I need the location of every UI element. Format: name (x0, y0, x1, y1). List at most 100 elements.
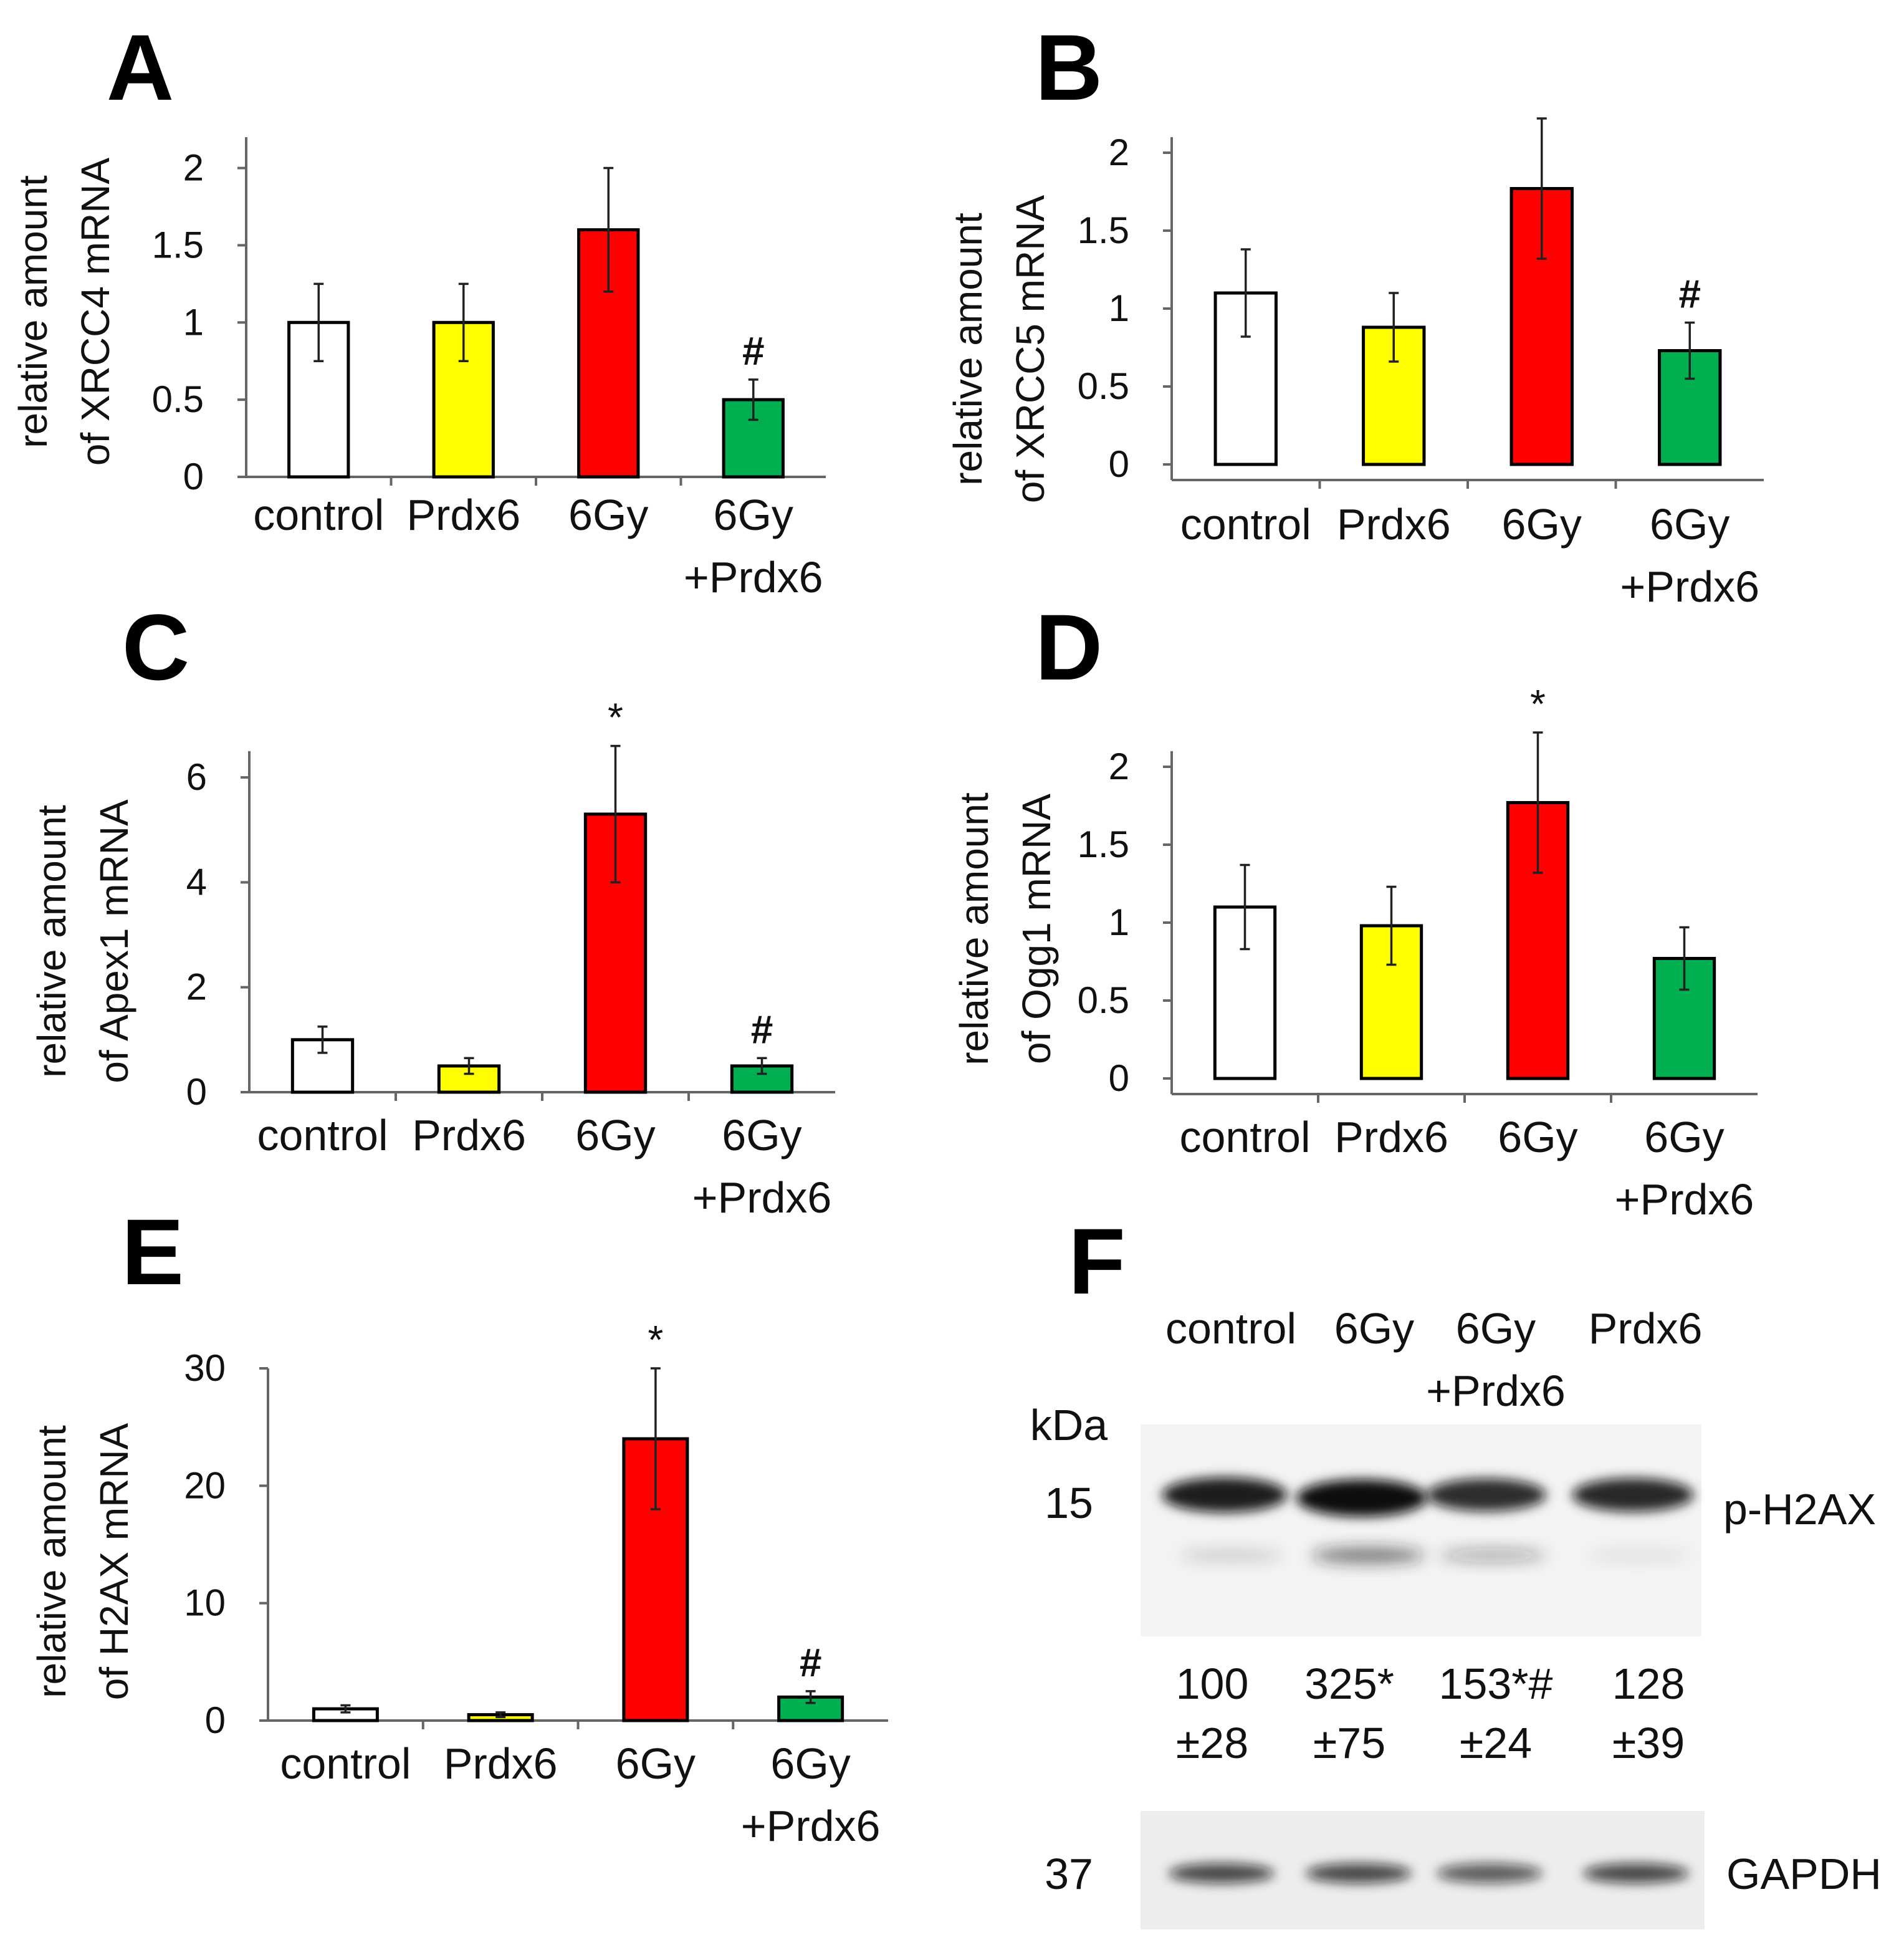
y-tick-label: 20 (184, 1464, 226, 1506)
x-category-label: 6Gy (1650, 500, 1729, 549)
y-axis-label: of Ogg1 mRNA (1014, 794, 1059, 1064)
y-tick-label: 1.5 (1078, 824, 1129, 865)
x-category-label: 6Gy (575, 1111, 655, 1160)
x-category-label: 6Gy (616, 1739, 696, 1788)
y-tick-label: 2 (1109, 132, 1129, 173)
marker-37: 37 (1045, 1850, 1093, 1898)
y-axis-label: relative amount (11, 175, 55, 448)
y-tick-label: 2 (1109, 746, 1129, 787)
quant-error: ±24 (1460, 1719, 1532, 1767)
quant-value: 325* (1304, 1659, 1394, 1708)
lane-label: 6Gy (1334, 1304, 1414, 1353)
blot-band (1439, 1548, 1546, 1563)
blot-band (1296, 1479, 1427, 1517)
bar (1652, 957, 1716, 1080)
x-category-label: control (1179, 1113, 1310, 1161)
y-tick-label: 0.5 (152, 378, 204, 420)
marker-15: 15 (1045, 1479, 1093, 1527)
blot-band (1437, 1863, 1543, 1883)
y-axis-label: relative amount (952, 792, 997, 1065)
significance-hash: # (742, 329, 765, 373)
bar (577, 228, 640, 479)
x-category-label: 6Gy (770, 1739, 850, 1788)
quant-value: 153*# (1439, 1659, 1553, 1708)
lane-label: +Prdx6 (1426, 1366, 1566, 1415)
x-category-label: control (280, 1739, 411, 1788)
y-tick-label: 1 (1109, 901, 1129, 943)
y-axis-label: of XRCC4 mRNA (73, 158, 118, 466)
y-tick-label: 0.5 (1078, 979, 1129, 1021)
x-category-label: 6Gy (722, 1111, 801, 1160)
blot-band (1588, 1549, 1690, 1562)
x-category-label: +Prdx6 (741, 1802, 881, 1850)
significance-hash: # (751, 1007, 773, 1052)
quant-error: ±75 (1313, 1719, 1385, 1767)
panel-letter: A (107, 15, 174, 120)
y-axis-label: of H2AX mRNA (92, 1423, 136, 1700)
x-category-label: control (1180, 500, 1311, 549)
y-tick-label: 30 (184, 1347, 226, 1389)
kda-label: kDa (1030, 1401, 1108, 1449)
blot-band (1427, 1478, 1546, 1512)
x-category-label: 6Gy (1502, 500, 1582, 549)
blot-band (1306, 1863, 1412, 1883)
y-tick-label: 10 (184, 1582, 226, 1624)
lane-label: 6Gy (1456, 1304, 1536, 1353)
significance-star: * (1530, 681, 1546, 726)
blot-band (1179, 1549, 1283, 1562)
y-tick-label: 0.5 (1078, 365, 1129, 407)
significance-star: * (608, 695, 623, 740)
bar (1506, 801, 1570, 1080)
y-tick-label: 0 (186, 1071, 207, 1113)
x-category-label: 6Gy (1644, 1113, 1724, 1161)
bar (1359, 924, 1423, 1080)
y-axis-label: relative amount (29, 1425, 74, 1698)
panel-letter: D (1035, 595, 1103, 699)
y-axis-label: of Apex1 mRNA (92, 799, 136, 1083)
y-axis-label: of XRCC5 mRNA (1008, 195, 1053, 504)
x-category-label: 6Gy (568, 491, 648, 539)
x-category-label: Prdx6 (412, 1111, 526, 1160)
y-tick-label: 1.5 (1078, 209, 1129, 251)
y-tick-label: 1 (1109, 287, 1129, 329)
quant-value: 100 (1176, 1659, 1249, 1708)
quant-error: ±28 (1176, 1719, 1248, 1767)
x-category-label: +Prdx6 (692, 1173, 832, 1222)
blot-band (1583, 1863, 1689, 1883)
panel-letter: C (122, 595, 189, 699)
y-tick-label: 0 (1109, 1057, 1129, 1099)
blot-membrane-p-h2ax (1141, 1424, 1701, 1636)
quant-value: 128 (1612, 1659, 1685, 1708)
y-tick-label: 2 (183, 147, 204, 189)
x-category-label: 6Gy (714, 491, 793, 539)
y-tick-label: 2 (186, 966, 207, 1008)
blot-band (1169, 1863, 1275, 1883)
significance-hash: # (800, 1640, 822, 1685)
y-tick-label: 0 (183, 456, 204, 497)
y-tick-label: 0 (1109, 443, 1129, 485)
panel-letter: F (1068, 1209, 1126, 1313)
significance-hash: # (1678, 272, 1701, 317)
y-axis-label: relative amount (945, 213, 990, 486)
y-tick-label: 1.5 (152, 224, 204, 266)
bar (1362, 325, 1426, 466)
y-tick-label: 4 (186, 861, 207, 903)
x-category-label: Prdx6 (406, 491, 520, 539)
x-category-label: +Prdx6 (684, 553, 823, 602)
panel-letter: B (1035, 15, 1103, 120)
panel-letter: E (122, 1199, 184, 1304)
y-tick-label: 0 (205, 1699, 226, 1741)
y-tick-label: 1 (183, 301, 204, 343)
x-category-label: Prdx6 (1337, 500, 1451, 549)
y-axis-label: relative amount (29, 805, 74, 1078)
lane-label: Prdx6 (1589, 1304, 1703, 1353)
blot-band (1572, 1478, 1694, 1512)
lane-label: control (1165, 1304, 1296, 1353)
